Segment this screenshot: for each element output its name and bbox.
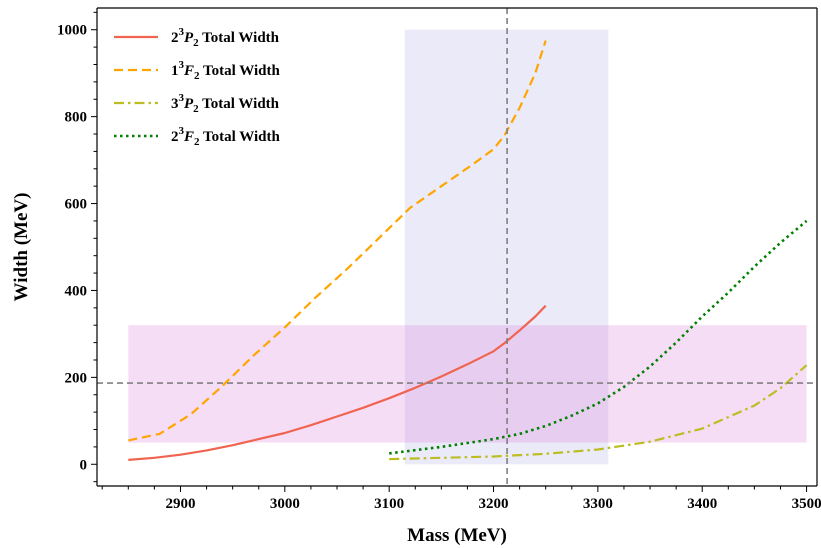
y-tick-label: 1000 bbox=[57, 23, 87, 39]
x-tick-label: 3100 bbox=[374, 496, 404, 512]
x-axis-title: Mass (MeV) bbox=[407, 525, 507, 546]
reference-lines-layer bbox=[97, 8, 817, 486]
width-band bbox=[128, 325, 807, 443]
y-axis-title: Width (MeV) bbox=[11, 193, 32, 302]
y-tick-label: 400 bbox=[65, 283, 88, 299]
plot-background bbox=[97, 8, 817, 486]
x-tick-label: 3300 bbox=[583, 496, 613, 512]
legend-label-2: 13F2 Total Width bbox=[171, 59, 280, 82]
y-tick-label: 200 bbox=[65, 370, 88, 386]
ticks-layer: 2900 3000 3100 3200 3300 3400 3500 0 200 400 600 80… bbox=[57, 11, 821, 512]
x-tick-label: 3500 bbox=[792, 496, 821, 512]
series-line-1 bbox=[128, 304, 547, 461]
series-line-2 bbox=[128, 40, 547, 442]
y-tick-label: 0 bbox=[80, 457, 88, 473]
series-layer bbox=[128, 40, 808, 461]
axes-layer bbox=[96, 7, 818, 487]
x-tick-label: 3200 bbox=[479, 496, 509, 512]
legend: 23P2 Total Width 13F2 Total Width 33P2 Tot… bbox=[114, 26, 280, 148]
x-tick-label: 3000 bbox=[270, 496, 300, 512]
legend-label-4: 23F2 Total Width bbox=[171, 125, 280, 148]
series-line-3 bbox=[389, 364, 808, 461]
y-tick-label: 600 bbox=[65, 197, 88, 213]
legend-label-1: 23P2 Total Width bbox=[171, 26, 280, 49]
series-line-4 bbox=[389, 219, 808, 455]
x-tick-label: 3400 bbox=[687, 496, 717, 512]
y-tick-label: 800 bbox=[65, 110, 88, 126]
legend-label-3: 33P2 Total Width bbox=[171, 92, 280, 115]
x-tick-label: 2900 bbox=[165, 496, 195, 512]
